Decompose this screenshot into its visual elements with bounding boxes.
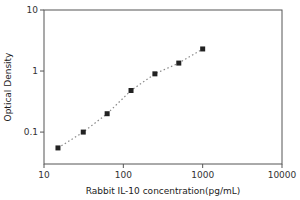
chart: 10 100 1000 10000 0.1 1 10 Rabbit IL-10 concent… bbox=[0, 0, 300, 200]
data-point bbox=[105, 111, 110, 116]
x-axis-label: Rabbit IL-10 concentration(pg/mL) bbox=[86, 186, 241, 196]
plot-frame bbox=[44, 10, 282, 164]
data-point bbox=[55, 145, 60, 150]
y-tick-label: 0.1 bbox=[24, 127, 38, 137]
x-tick-label: 1000 bbox=[191, 170, 214, 180]
x-tick-label: 10 bbox=[38, 170, 50, 180]
data-point bbox=[176, 61, 181, 66]
x-tick bbox=[202, 164, 203, 168]
data-point bbox=[81, 130, 86, 135]
data-point bbox=[200, 46, 205, 51]
y-tick-label: 1 bbox=[32, 66, 38, 76]
x-tick bbox=[123, 164, 124, 168]
plot-area bbox=[55, 46, 205, 150]
y-tick bbox=[40, 71, 44, 72]
y-tick-label: 10 bbox=[27, 5, 39, 15]
x-tick bbox=[282, 164, 283, 168]
data-line bbox=[58, 49, 203, 148]
y-tick bbox=[40, 132, 44, 133]
data-point bbox=[129, 88, 134, 93]
x-tick-label: 100 bbox=[115, 170, 132, 180]
x-tick bbox=[44, 164, 45, 168]
data-point bbox=[152, 71, 157, 76]
x-tick-label: 10000 bbox=[268, 170, 297, 180]
y-axis-label: Optical Density bbox=[3, 52, 13, 122]
y-tick bbox=[40, 10, 44, 11]
